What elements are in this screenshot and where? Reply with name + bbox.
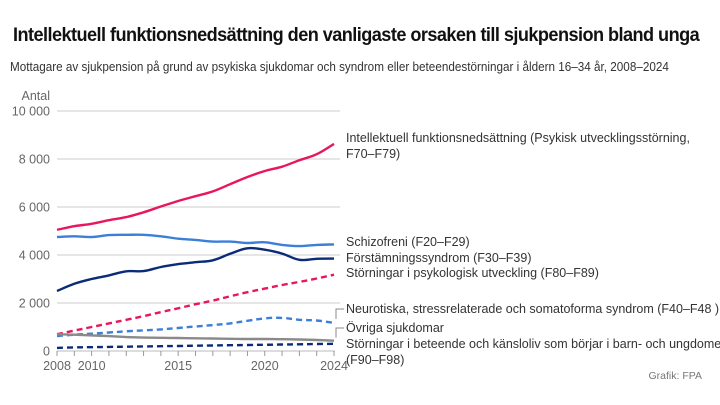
series-lines <box>56 142 335 350</box>
chart-title: Intellektuell funktionsnedsättning den v… <box>13 24 700 46</box>
y-tick-label: 8 000 <box>19 153 50 167</box>
series-label-f40-f48: Neurotiska, stressrelaterade och somatof… <box>346 302 719 316</box>
series-label-f20-f29: Schizofreni (F20–F29) <box>346 235 470 249</box>
gridlines <box>57 110 340 304</box>
series-line-f80-f89 <box>56 273 335 336</box>
series-label-f80-f89: Störningar i psykologisk utveckling (F80… <box>346 266 599 280</box>
x-tick-label: 2015 <box>164 359 192 373</box>
x-tick-label: 2010 <box>78 359 106 373</box>
x-tick-label: 2008 <box>43 359 71 373</box>
series-label-f90-f98: Störningar i beteende och känsloliv som … <box>346 337 720 351</box>
series-label-ovriga: Övriga sjukdomar <box>346 321 444 335</box>
chart-subtitle: Mottagare av sjukpension på grund av psy… <box>10 59 669 74</box>
series-labels: Intellektuell funktionsnedsättning (Psyk… <box>335 131 720 367</box>
y-tick-label: 10 000 <box>12 105 50 119</box>
series-label-f30-f39: Förstämningssyndrom (F30–F39) <box>346 251 531 265</box>
series-line-f40-f48 <box>56 316 335 338</box>
x-tick-label: 2020 <box>251 359 279 373</box>
series-line-f70-f79 <box>56 142 335 231</box>
series-label-f90-f98: (F90–F98) <box>346 353 404 367</box>
y-axis-label: Antal <box>22 89 51 103</box>
y-tick-label: 0 <box>43 345 50 359</box>
series-line-f20-f29 <box>56 233 335 248</box>
y-tick-label: 4 000 <box>19 249 50 263</box>
source-credit: Grafik: FPA <box>648 370 702 382</box>
y-tick-label: 2 000 <box>19 297 50 311</box>
leader-line-ovriga <box>335 327 344 338</box>
series-label-f70-f79: F70–F79) <box>346 147 400 161</box>
series-line-f90-f98 <box>56 342 335 350</box>
x-tick-label: 2024 <box>320 359 348 373</box>
leader-line-f40-f48 <box>335 308 344 319</box>
series-label-f70-f79: Intellektuell funktionsnedsättning (Psyk… <box>346 131 690 145</box>
series-line-ovriga <box>56 333 335 342</box>
x-axis: 2008 2010 2015 2020 2024 <box>43 350 348 373</box>
y-axis: Antal 0 2 000 4 000 6 000 8 000 10 000 <box>12 89 50 359</box>
y-tick-label: 6 000 <box>19 201 50 215</box>
